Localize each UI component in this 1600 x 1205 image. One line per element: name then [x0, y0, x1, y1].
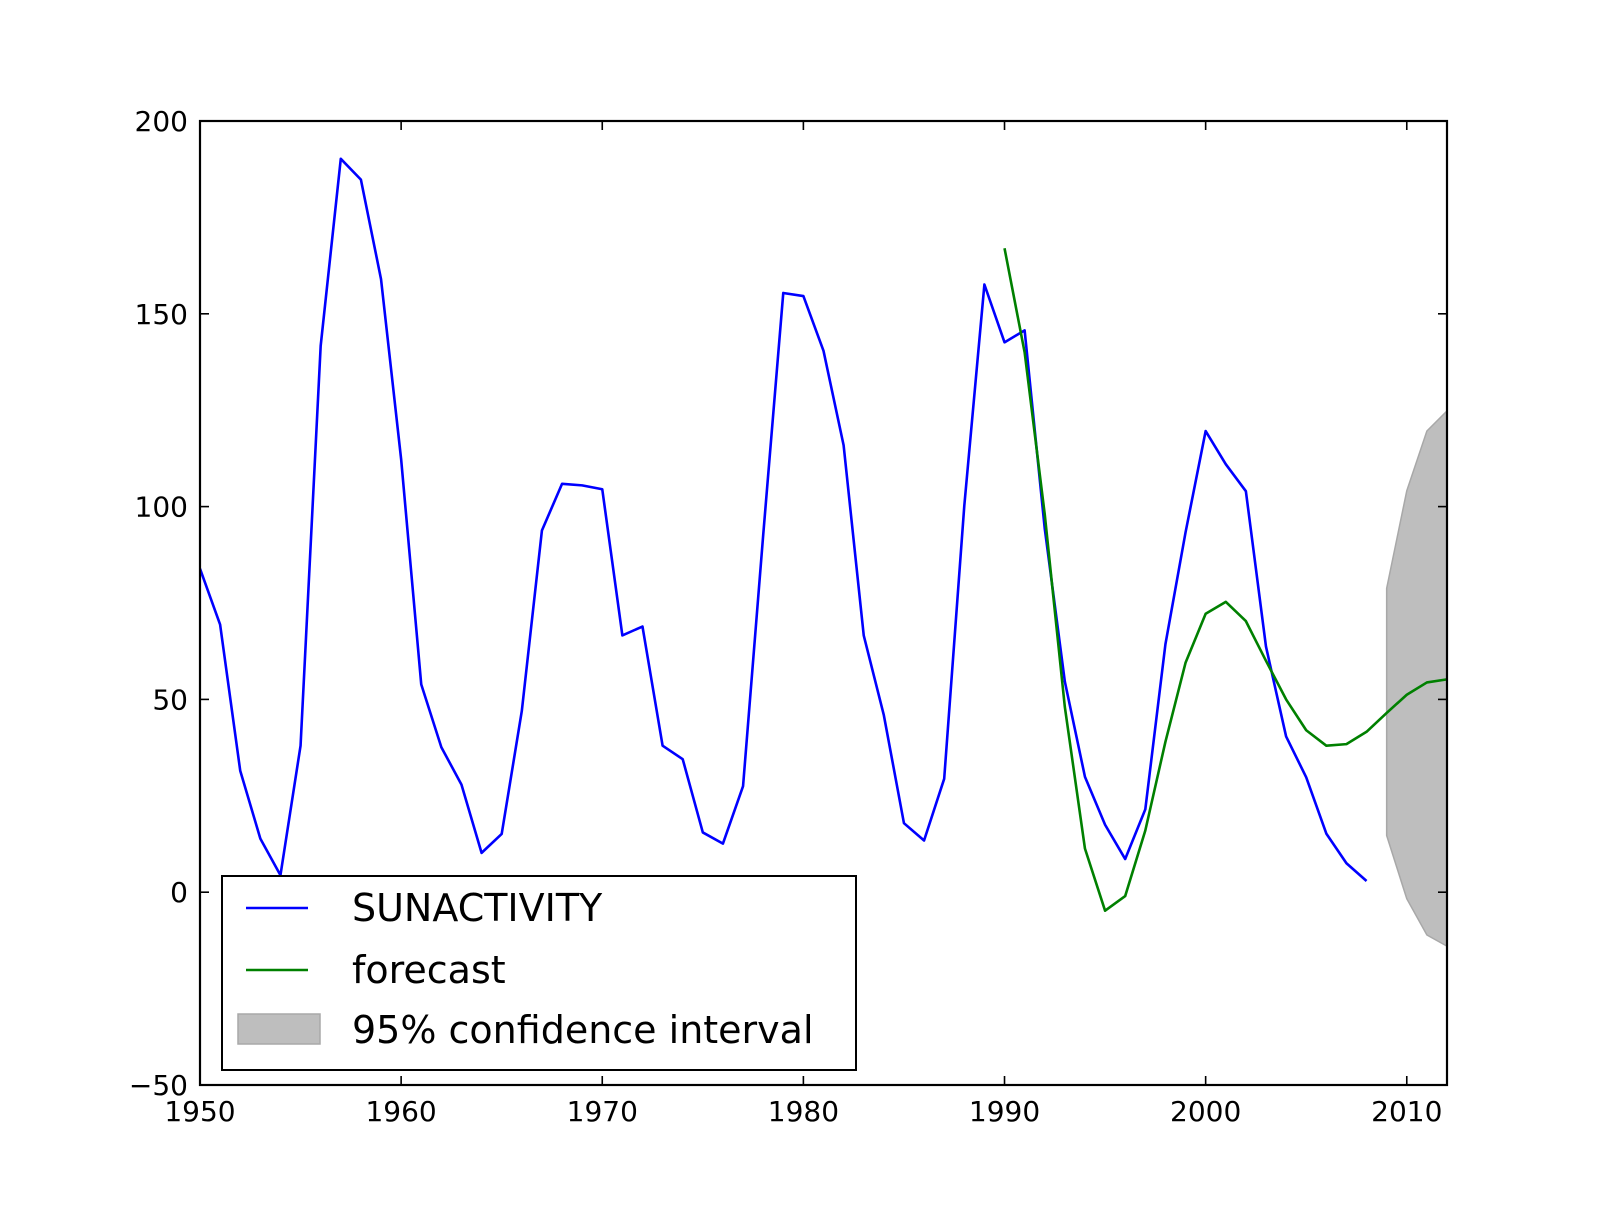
y-tick-label: 150 — [135, 298, 188, 331]
x-tick-label: 1950 — [164, 1095, 235, 1128]
x-tick-label: 1960 — [365, 1095, 436, 1128]
legend-item-sunactivity: SUNACTIVITY — [246, 886, 603, 930]
sunactivity-line — [200, 157, 1368, 882]
plot-area — [200, 157, 1447, 948]
y-tick-label: 200 — [135, 105, 188, 138]
legend-label: 95% confidence interval — [352, 1008, 814, 1052]
axes-layer: 1950 1960 1970 1980 1990 2000 2010 −50 0 50 100 150… — [129, 105, 1449, 1128]
legend-label: SUNACTIVITY — [352, 886, 603, 930]
legend-label: forecast — [352, 948, 506, 992]
legend-box — [221, 875, 857, 1071]
legend: SUNACTIVITY forecast 95% confidence interv… — [221, 875, 857, 1071]
legend-swatch — [237, 1013, 321, 1045]
y-tick-label: 50 — [152, 683, 188, 716]
x-tick-label: 1980 — [768, 1095, 839, 1128]
plot-layer — [200, 157, 1447, 948]
legend-item-forecast: forecast — [246, 948, 506, 992]
x-tick-label: 1970 — [567, 1095, 638, 1128]
x-tick-label: 1990 — [969, 1095, 1040, 1128]
y-tick-label: −50 — [129, 1069, 188, 1102]
forecast-line — [1003, 248, 1447, 913]
y-tick-label: 0 — [170, 876, 188, 909]
x-tick-label: 2000 — [1170, 1095, 1241, 1128]
legend-item-95-confidence-interval: 95% confidence interval — [237, 1008, 814, 1052]
confidence-band — [1385, 409, 1447, 948]
x-tick-label: 2010 — [1371, 1095, 1442, 1128]
plot-frame — [198, 119, 1449, 1087]
y-tick-label: 100 — [135, 491, 188, 524]
